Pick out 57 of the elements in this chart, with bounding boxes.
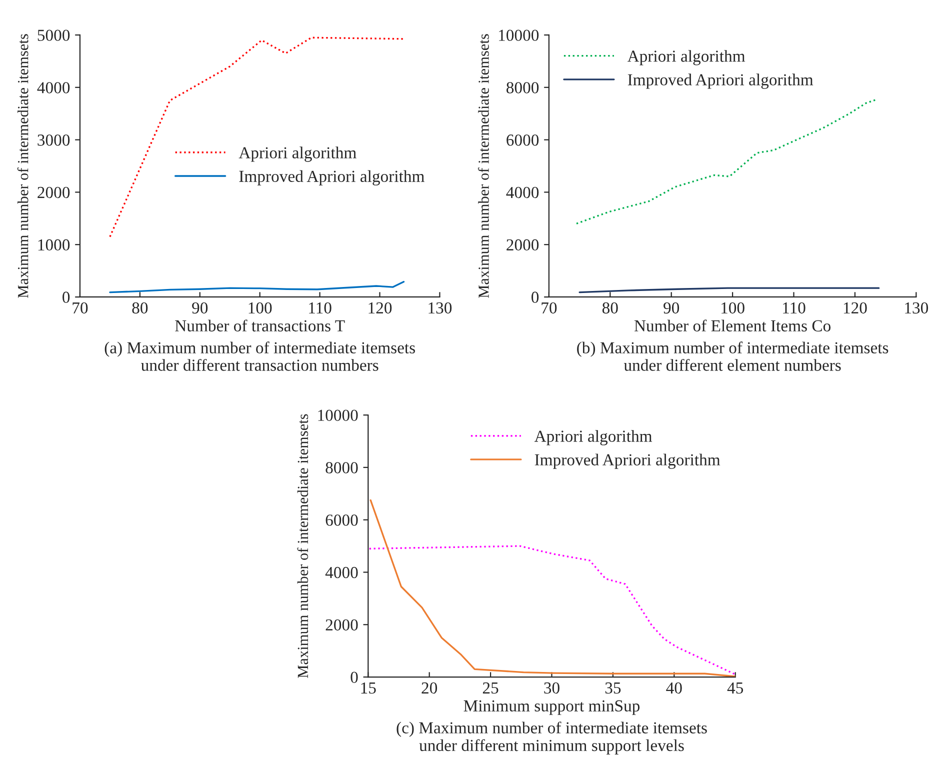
- x-tick-label: 15: [361, 682, 376, 694]
- x-tick-label: 80: [132, 302, 148, 314]
- y-axis-title: Maximum number of intermediate itemsets: [17, 34, 28, 298]
- x-axis-title: Number of transactions T: [175, 320, 345, 332]
- y-tick-label: 0: [350, 672, 358, 683]
- x-tick-label: 45: [727, 682, 744, 694]
- y-tick-label: 3000: [38, 134, 70, 146]
- x-tick-label: 120: [844, 302, 867, 314]
- y-axis-title: Maximum number of intermediate itemsets: [478, 34, 489, 298]
- y-tick-label: 6000: [326, 514, 358, 526]
- x-tick-label: 25: [482, 682, 498, 694]
- y-tick-label: 10000: [318, 410, 358, 421]
- legend-label: Improved Apriori algorithm: [534, 454, 720, 469]
- y-tick-label: 6000: [506, 134, 539, 146]
- x-axis-title: Minimum support minSup: [464, 700, 640, 715]
- x-tick-label: 20: [422, 682, 438, 694]
- y-tick-label: 4000: [325, 566, 358, 578]
- y-tick-label: 1000: [38, 239, 70, 251]
- x-tick-label: 90: [664, 302, 680, 314]
- y-tick-label: 2000: [506, 239, 539, 251]
- x-tick-label: 100: [248, 302, 272, 314]
- x-tick-label: 70: [542, 302, 557, 314]
- x-axis-title: Number of Element Items Co: [634, 320, 831, 332]
- x-tick-label: 130: [905, 302, 928, 314]
- line-series: [576, 98, 878, 224]
- y-tick-label: 8000: [506, 82, 539, 94]
- y-tick-label: 0: [532, 292, 539, 303]
- y-tick-label: 10000: [499, 30, 539, 41]
- legend-label: Improved Apriori algorithm: [628, 74, 814, 89]
- line-series: [109, 280, 405, 294]
- y-tick-label: 4000: [506, 186, 539, 198]
- x-tick-label: 130: [428, 302, 452, 314]
- x-tick-label: 110: [309, 302, 332, 314]
- y-tick-label: 4000: [37, 82, 70, 94]
- y-tick-label: 8000: [326, 462, 358, 474]
- x-tick-label: 70: [72, 302, 88, 314]
- y-tick-label: 0: [62, 292, 70, 303]
- x-tick-label: 110: [783, 302, 806, 314]
- legend-label: Apriori algorithm: [238, 146, 356, 162]
- x-tick-label: 30: [544, 682, 560, 694]
- legend-label: Apriori algorithm: [534, 430, 652, 446]
- y-tick-label: 5000: [38, 30, 70, 41]
- x-tick-label: 120: [368, 302, 392, 314]
- x-tick-label: 100: [722, 302, 744, 314]
- x-tick-label: 90: [192, 302, 208, 314]
- y-tick-label: 2000: [38, 186, 70, 198]
- text: (c) Maximum number of intermediate itemsets under different minimum support levels: [396, 722, 707, 754]
- y-axis-title: Maximum number of intermediate itemsets: [297, 414, 308, 678]
- text: (b) Maximum number of intermediate itemsets under different element numbers: [577, 342, 888, 371]
- x-tick-label: 35: [605, 682, 621, 694]
- x-tick-label: 80: [602, 302, 618, 314]
- legend-label: Improved Apriori algorithm: [239, 170, 424, 186]
- line-series: [368, 545, 736, 676]
- legend-label: Apriori algorithm: [627, 50, 746, 66]
- text: (a) Maximum number of intermediate itemsets under different transaction numbers: [104, 342, 415, 371]
- x-tick-label: 40: [666, 682, 682, 694]
- y-tick-label: 2000: [326, 619, 358, 631]
